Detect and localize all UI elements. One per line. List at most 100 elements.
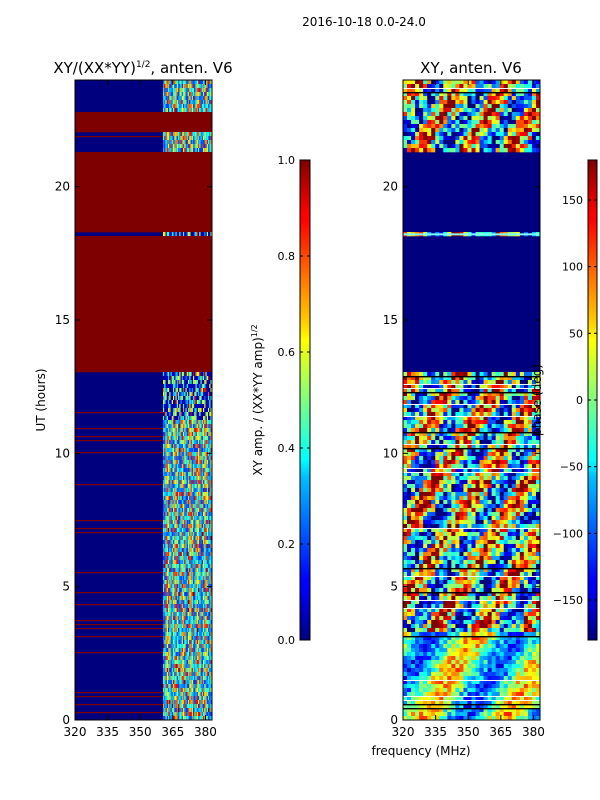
amplitude-cell	[194, 420, 196, 425]
phase-cell	[519, 384, 525, 389]
amplitude-cell	[191, 576, 194, 581]
amplitude-cell	[188, 428, 190, 433]
phase-cell	[435, 124, 440, 129]
amplitude-cell	[183, 528, 185, 533]
amplitude-cell	[175, 108, 177, 113]
amplitude-cell	[174, 588, 176, 593]
amplitude-cell	[163, 80, 165, 85]
amplitude-cell	[175, 696, 177, 701]
amplitude-cell	[204, 132, 206, 137]
amplitude-cell	[210, 536, 212, 541]
amplitude-cell	[185, 144, 187, 149]
amplitude-cell	[195, 708, 197, 713]
phase-cell	[455, 128, 460, 133]
amplitude-cell	[178, 464, 180, 469]
amplitude-cell	[191, 704, 194, 709]
phase-cell	[415, 80, 420, 85]
amplitude-cell	[200, 496, 202, 501]
amplitude-cell	[178, 524, 180, 529]
amplitude-cell	[190, 512, 192, 517]
amplitude-cell	[186, 492, 189, 497]
amplitude-cell	[203, 580, 205, 585]
phase-cell	[443, 132, 448, 137]
amplitude-cell	[200, 512, 202, 517]
amplitude-cell	[205, 572, 207, 577]
amplitude-cell	[189, 140, 191, 145]
amplitude-cell	[191, 420, 194, 425]
amplitude-cell	[169, 520, 171, 525]
phase-cell	[447, 144, 452, 149]
amplitude-cell	[193, 548, 195, 553]
amplitude-cell	[171, 472, 174, 477]
phase-cell	[451, 388, 456, 393]
amplitude-cell	[165, 552, 167, 557]
amplitude-cell	[198, 612, 200, 617]
phase-cell	[407, 376, 412, 381]
amplitude-cell	[181, 660, 184, 665]
amplitude-cell	[166, 84, 169, 89]
phase-cell	[403, 92, 408, 97]
amplitude-cell	[165, 140, 167, 145]
amplitude-cell	[175, 96, 177, 101]
phase-cell	[419, 116, 424, 121]
amplitude-cell	[171, 456, 174, 461]
amplitude-cell	[183, 484, 185, 489]
amplitude-cell	[196, 88, 199, 93]
amplitude-cell	[185, 372, 187, 377]
amplitude-cell	[183, 464, 185, 469]
amplitude-cell	[209, 648, 211, 653]
amplitude-cell	[171, 572, 174, 577]
amplitude-cell	[201, 372, 204, 377]
amplitude-cell	[201, 712, 204, 717]
amplitude-cell	[199, 460, 201, 465]
amplitude-cell	[206, 708, 209, 713]
amplitude-cell	[206, 444, 209, 449]
phase-cell	[451, 380, 456, 385]
amplitude-cell	[210, 492, 212, 497]
amplitude-cell	[198, 488, 200, 493]
phase-cell	[535, 144, 540, 149]
amplitude-cell	[190, 644, 192, 649]
amplitude-cell	[176, 436, 179, 441]
amplitude-cell	[209, 460, 211, 465]
amplitude-cell	[198, 660, 200, 665]
amplitude-cell	[203, 620, 205, 625]
amplitude-cell	[173, 580, 175, 585]
amplitude-cell	[174, 572, 176, 577]
amplitude-cell	[184, 500, 186, 505]
amplitude-cell	[173, 108, 175, 113]
amplitude-cell	[173, 88, 175, 93]
amplitude-cell	[210, 460, 212, 465]
amplitude-cell	[180, 100, 182, 105]
amplitude-cell	[184, 612, 186, 617]
amplitude-cell	[200, 144, 202, 149]
amplitude-cell	[186, 460, 189, 465]
amplitude-cell	[176, 632, 179, 637]
amplitude-cell	[198, 576, 200, 581]
amplitude-cell	[208, 480, 210, 485]
amplitude-cell	[208, 448, 210, 453]
amplitude-cell	[203, 600, 205, 605]
amplitude-cell	[179, 564, 181, 569]
amplitude-cell	[173, 668, 175, 673]
amplitude-cell	[200, 516, 202, 521]
phase-cell	[471, 92, 476, 97]
amplitude-cell	[175, 408, 177, 413]
phase-cell	[427, 132, 432, 137]
amplitude-cell	[209, 232, 211, 237]
amplitude-cell	[169, 512, 171, 517]
amplitude-cell	[201, 440, 204, 445]
amplitude-cell	[196, 612, 199, 617]
phase-cell	[463, 120, 468, 125]
phase-cell	[527, 84, 533, 89]
amplitude-cell	[186, 588, 189, 593]
amplitude-cell	[183, 456, 185, 461]
amplitude-cell	[189, 636, 191, 641]
amplitude-cell	[200, 584, 202, 589]
amplitude-cell	[204, 668, 206, 673]
amplitude-cell	[169, 636, 171, 641]
phase-cell	[515, 84, 521, 89]
amplitude-cell	[188, 104, 190, 109]
amplitude-cell	[180, 464, 182, 469]
phase-cell	[459, 116, 464, 121]
